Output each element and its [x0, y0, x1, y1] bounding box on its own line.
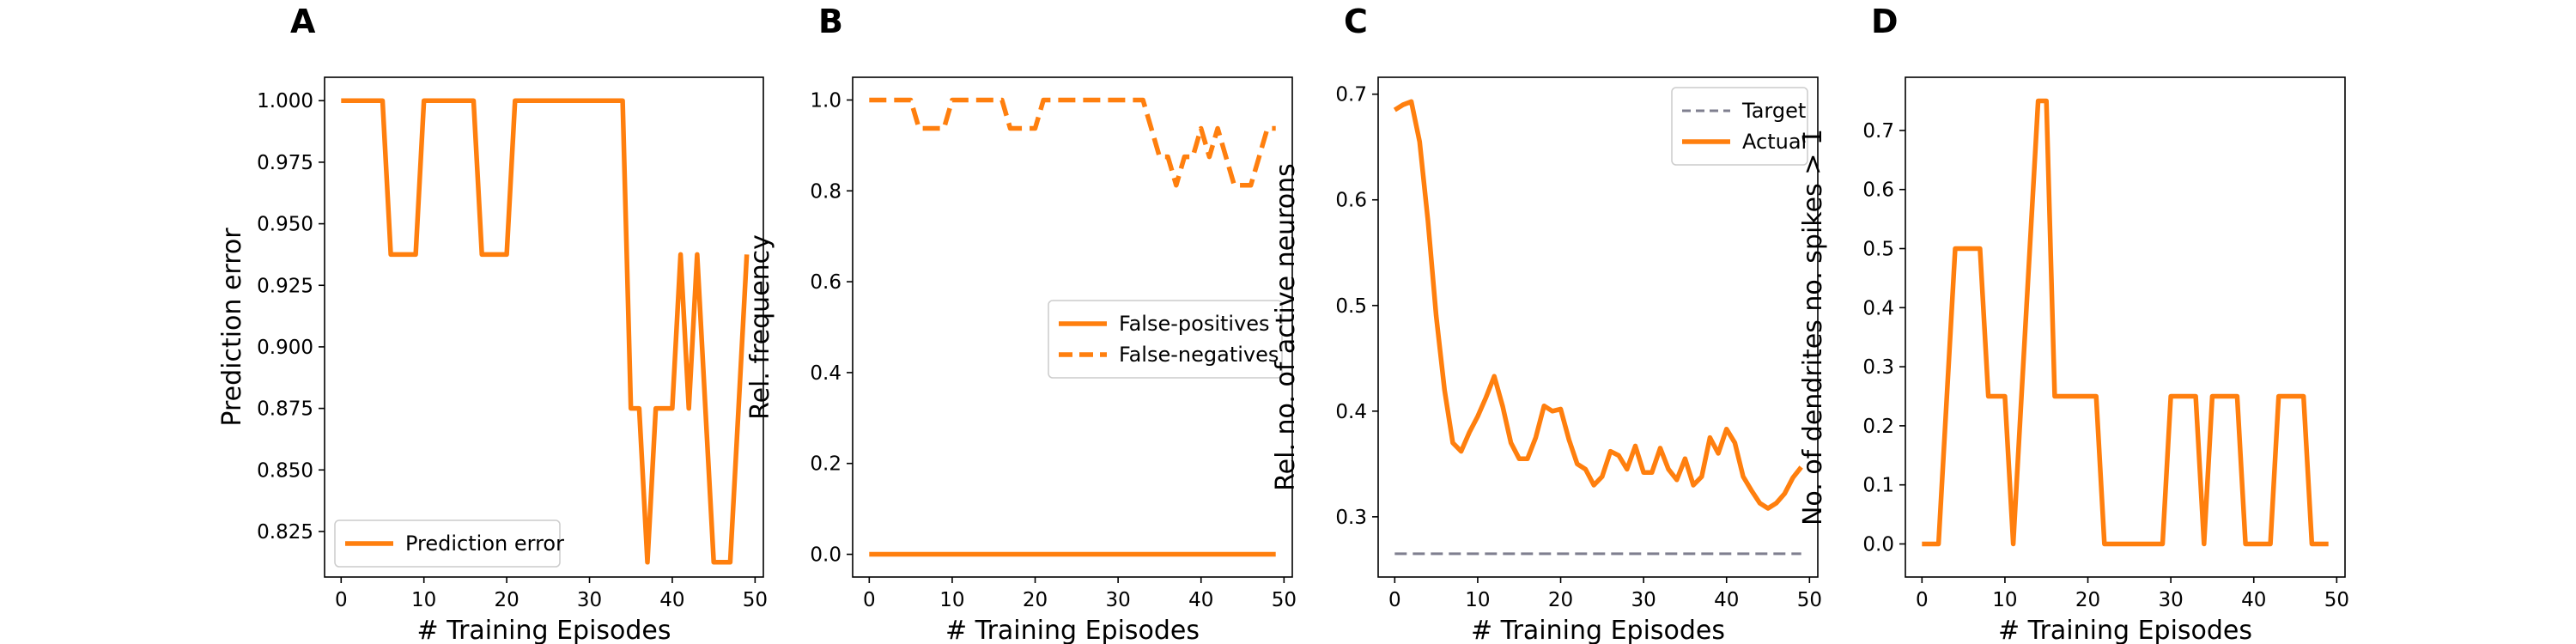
x-tick-label: 40	[1714, 589, 1739, 611]
y-tick-label: 0.3	[1862, 356, 1894, 379]
panel-b: B 0 10 20 30 40 50 0.0 0.2 0.4 0.6 0.8 1.0 # Training…	[745, 3, 1297, 644]
x-tick-label: 50	[2324, 589, 2349, 611]
panel-letter: D	[1871, 3, 1899, 40]
legend-entry: Target	[1741, 99, 1806, 123]
panel-a: A 0 10 20 30 40 50 0.825 0.850 0.875 0.900 0.925 0.9…	[217, 3, 768, 644]
y-tick-label: 0.2	[1862, 416, 1894, 438]
x-axis-label: # Training Episodes	[1471, 616, 1725, 644]
x-tick-label: 0	[1916, 589, 1929, 611]
legend: Prediction error	[334, 519, 564, 568]
x-tick-label: 0	[863, 589, 876, 611]
y-axis-label: No. of dendrites no. spikes > 1	[1798, 129, 1828, 526]
legend-entry: False-positives	[1119, 312, 1270, 336]
legend-entry: False-negatives	[1119, 343, 1279, 367]
plot-frame	[1905, 76, 2346, 578]
x-tick-label: 20	[2075, 589, 2100, 611]
y-tick-label: 0.850	[257, 459, 313, 482]
series-line-prediction-error	[341, 98, 750, 565]
legend-entry: Prediction error	[405, 532, 564, 556]
legend: Target Actual	[1671, 87, 1808, 166]
y-tick-label: 0.8	[810, 180, 841, 203]
x-tick-label: 50	[1272, 589, 1297, 611]
panel-c: C 0 10 20 30 40 50 0.3 0.4 0.5 0.6 0.7 # Training Ep…	[1271, 3, 1822, 644]
y-axis-label: Rel. no. of active neurons	[1271, 163, 1301, 491]
y-tick-label: 0.6	[810, 271, 841, 294]
x-axis-label: # Training Episodes	[1998, 616, 2252, 644]
x-tick-label: 30	[1105, 589, 1130, 611]
series-line-actual	[1393, 99, 1803, 511]
y-tick-label: 1.0	[810, 89, 841, 112]
y-tick-label: 0.4	[1335, 401, 1367, 423]
legend: False-positives False-negatives	[1048, 300, 1283, 379]
y-tick-label: 0.1	[1862, 475, 1894, 497]
series-line-false-negatives	[869, 97, 1276, 188]
x-tick-label: 40	[1188, 589, 1213, 611]
x-tick-label: 30	[2158, 589, 2183, 611]
x-tick-label: 10	[411, 589, 436, 611]
legend-entry: Actual	[1742, 130, 1807, 154]
y-axis-label: Prediction error	[217, 228, 247, 427]
y-tick-label: 0.7	[1335, 84, 1367, 106]
y-tick-label: 0.825	[257, 521, 313, 544]
panel-letter: B	[818, 3, 843, 40]
y-tick-label: 0.0	[810, 544, 841, 567]
y-tick-label: 0.5	[1862, 239, 1894, 261]
x-tick-label: 50	[743, 589, 768, 611]
y-tick-label: 0.2	[810, 453, 841, 476]
legend-box	[1671, 87, 1808, 166]
y-tick-label: 0.0	[1862, 533, 1894, 556]
x-tick-label: 20	[1023, 589, 1048, 611]
panel-letter: A	[290, 3, 316, 40]
y-tick-label: 0.6	[1335, 190, 1367, 212]
y-tick-label: 0.6	[1862, 179, 1894, 202]
x-tick-label: 40	[659, 589, 684, 611]
y-tick-label: 0.4	[1862, 297, 1894, 319]
legend-box	[334, 519, 561, 568]
y-tick-label: 0.925	[257, 275, 313, 297]
panel-d: D 0 10 20 30 40 50 0.0 0.1 0.2 0.3 0.4 0.5 0.6 0.7 # Tr…	[1798, 3, 2349, 644]
panel-letter: C	[1344, 3, 1368, 40]
y-tick-label: 0.975	[257, 152, 313, 174]
y-tick-label: 0.900	[257, 337, 313, 359]
x-tick-label: 10	[1992, 589, 2017, 611]
x-tick-label: 20	[494, 589, 519, 611]
y-tick-label: 0.875	[257, 398, 313, 421]
x-tick-label: 0	[1388, 589, 1401, 611]
legend-box	[1048, 300, 1283, 379]
y-tick-label: 0.950	[257, 214, 313, 236]
plot-frame	[324, 76, 764, 578]
series-line-main	[1922, 98, 2329, 547]
x-axis-label: # Training Episodes	[945, 616, 1200, 644]
x-tick-label: 30	[1631, 589, 1656, 611]
y-tick-label: 0.5	[1335, 295, 1367, 318]
x-tick-label: 10	[1465, 589, 1490, 611]
plot-frame	[852, 76, 1293, 578]
y-tick-label: 1.000	[257, 90, 313, 112]
x-tick-label: 40	[2241, 589, 2266, 611]
x-axis-label: # Training Episodes	[416, 616, 671, 644]
x-tick-label: 0	[335, 589, 348, 611]
y-tick-label: 0.7	[1862, 120, 1894, 143]
y-axis-label: Rel. frequency	[745, 234, 775, 420]
plot-frame	[1377, 76, 1819, 578]
y-tick-label: 0.3	[1335, 507, 1367, 529]
y-tick-label: 0.4	[810, 362, 841, 385]
x-tick-label: 30	[577, 589, 602, 611]
x-tick-label: 10	[939, 589, 964, 611]
x-tick-label: 20	[1548, 589, 1573, 611]
x-tick-label: 50	[1797, 589, 1822, 611]
